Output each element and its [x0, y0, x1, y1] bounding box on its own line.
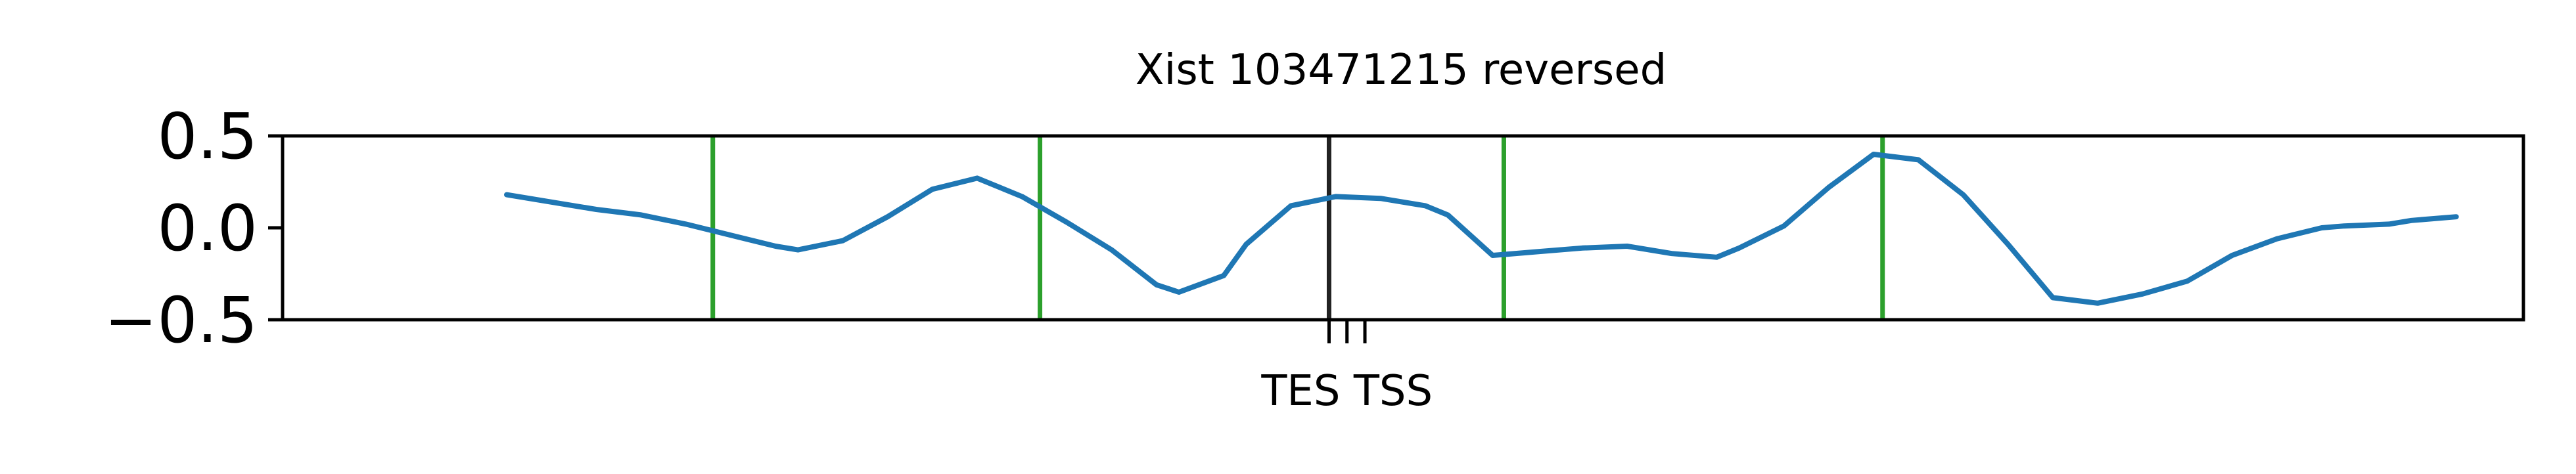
y-tick-label: 0.5	[157, 100, 258, 173]
x-tick-label: TES TSS	[1260, 367, 1433, 416]
y-axis: 0.5 0.0 −0.5	[104, 100, 283, 357]
series-line	[504, 152, 2459, 306]
vertical-markers	[710, 136, 1885, 320]
x-axis	[1327, 320, 1367, 343]
axes-frame	[281, 134, 2525, 322]
y-tick-label: 0.0	[157, 192, 258, 265]
y-tick-label: −0.5	[104, 284, 258, 357]
series-layer	[504, 152, 2459, 306]
chart-title: Xist 103471215 reversed	[1136, 46, 1667, 95]
